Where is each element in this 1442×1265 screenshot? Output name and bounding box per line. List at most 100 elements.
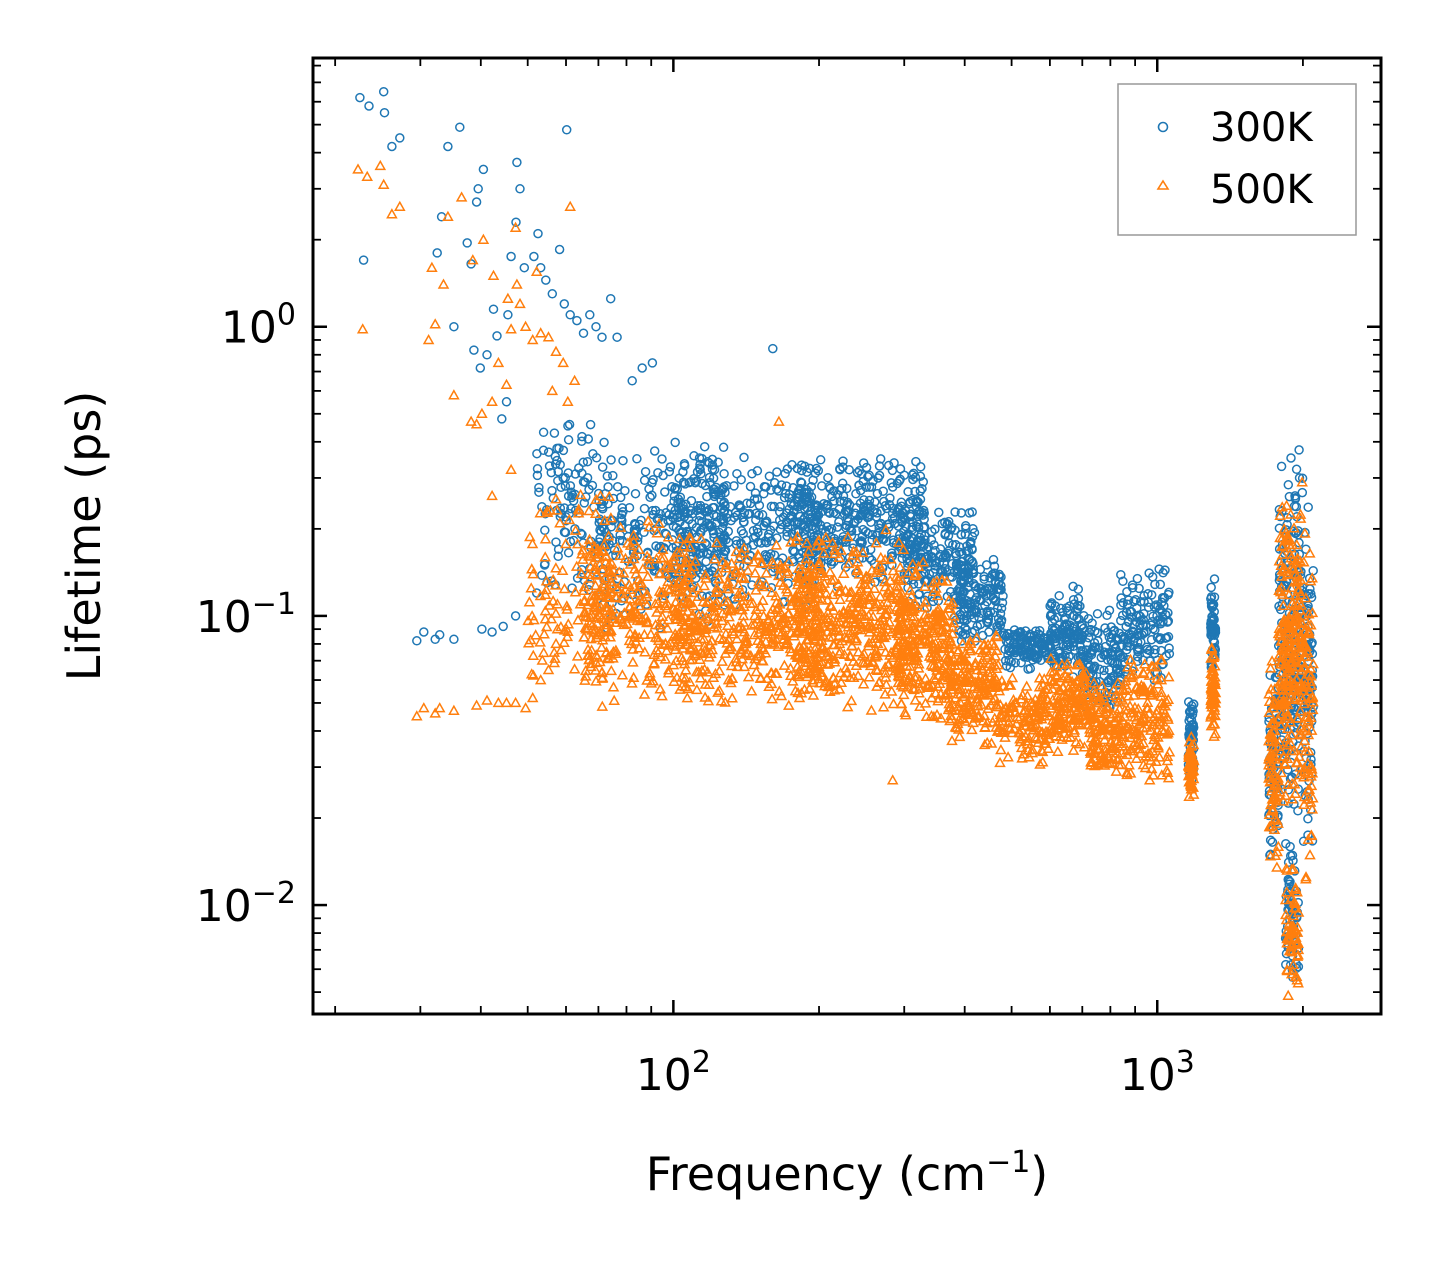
data-point-300K [761,537,772,548]
data-point-500K [1143,669,1156,680]
data-point-300K [738,517,749,527]
data-point-500K [815,634,828,645]
data-point-500K [540,620,553,632]
data-point-300K [772,467,782,477]
data-point-500K [759,647,772,658]
data-point-300K [1109,626,1119,636]
data-point-500K [1111,722,1124,733]
data-point-300K [1000,655,1011,666]
data-point-500K [541,505,553,516]
data-point-500K [707,601,720,612]
data-point-500K [603,559,615,570]
data-point-300K [566,503,576,514]
data-point-500K [645,628,657,639]
data-point-300K [700,503,710,513]
data-point-500K [551,598,564,609]
data-point-300K [782,531,792,541]
data-point-300K [1069,622,1079,632]
data-point-500K [648,658,660,669]
data-point-300K [778,512,789,523]
data-point-500K [869,632,881,644]
data-point-300K [851,503,862,513]
data-point-300K [1046,598,1057,608]
data-point-300K [850,516,860,527]
data-point-500K [870,663,882,674]
data-point-500K [669,643,682,655]
data-point-500K [698,663,711,674]
data-point-500K [551,623,564,634]
data-point-500K [792,665,805,677]
data-point-300K [729,481,739,491]
data-point-500K [1063,673,1075,684]
data-point-300K [858,458,869,468]
data-point-500K [1151,704,1164,715]
data-point-300K [668,521,679,531]
data-point-300K [992,603,1003,613]
data-point-300K [826,559,837,570]
data-point-500K [374,159,387,171]
data-point-500K [1086,727,1099,738]
data-point-300K [923,550,933,561]
data-point-300K [1068,610,1079,621]
data-point-500K [593,548,605,559]
data-point-300K [858,506,869,517]
data-point-500K [1048,675,1060,686]
data-point-300K [878,486,888,496]
data-point-500K [632,586,645,598]
data-point-500K [530,265,543,276]
data-point-500K [661,582,674,594]
data-point-500K [943,692,955,703]
data-point-500K [578,595,590,607]
data-point-300K [779,492,790,503]
data-point-500K [558,582,571,594]
data-point-500K [1145,724,1157,735]
data-point-500K [796,627,809,638]
data-point-300K [588,449,598,459]
data-point-500K [622,537,634,548]
data-point-300K [1287,850,1298,861]
data-point-300K [554,244,565,255]
data-point-500K [868,601,880,612]
data-point-500K [886,592,899,603]
data-point-300K [1100,650,1111,660]
data-point-500K [857,546,869,558]
data-point-300K [996,603,1007,614]
data-point-500K [794,601,806,612]
data-point-300K [559,299,570,309]
data-point-500K [755,671,767,683]
data-point-300K [1046,628,1056,639]
data-point-500K [757,594,769,606]
data-point-300K [660,487,670,497]
data-point-300K [979,574,989,584]
data-point-500K [944,714,956,726]
data-point-300K [565,481,576,491]
data-point-500K [826,574,838,585]
data-point-500K [1098,715,1110,726]
data-point-500K [748,628,761,640]
data-point-300K [684,514,694,525]
data-point-500K [574,488,587,500]
data-point-500K [914,700,926,712]
data-point-500K [988,658,1001,670]
data-point-500K [927,608,939,620]
data-point-500K [995,743,1007,755]
data-point-300K [1150,579,1160,590]
data-point-300K [553,551,563,562]
data-point-500K [569,586,582,597]
data-point-500K [966,723,978,735]
data-point-500K [745,619,758,630]
data-point-500K [781,567,793,579]
data-point-300K [364,101,374,111]
data-point-500K [852,669,864,681]
data-point-500K [562,625,574,637]
data-point-500K [1104,757,1116,769]
data-point-300K [1209,574,1220,584]
data-point-500K [898,688,910,700]
data-point-300K [756,538,766,548]
data-point-300K [895,464,906,474]
data-point-500K [590,631,603,643]
data-point-300K [670,437,680,448]
data-point-500K [813,567,826,579]
data-point-500K [564,200,576,212]
data-point-500K [859,573,872,585]
